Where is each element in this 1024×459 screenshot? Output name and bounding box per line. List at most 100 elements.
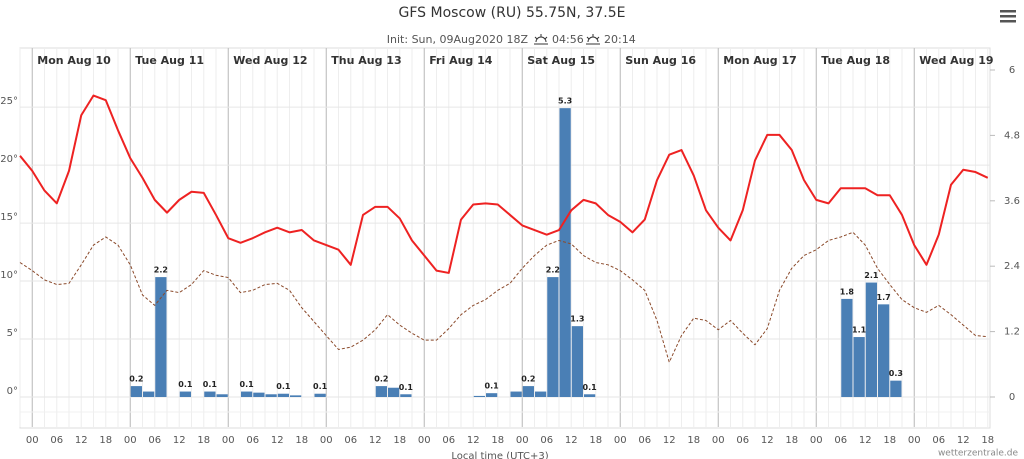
x-tick-label: 12 bbox=[467, 435, 480, 446]
y-tick-label: 25° bbox=[0, 96, 18, 107]
bar-value-label: 0.1 bbox=[178, 380, 193, 389]
bar-value-label: 0.1 bbox=[203, 380, 218, 389]
x-tick-label: 18 bbox=[981, 435, 994, 446]
precip-bar bbox=[559, 108, 571, 398]
precip-bar bbox=[290, 395, 302, 397]
x-tick-label: 18 bbox=[589, 435, 602, 446]
bar-value-label: 0.1 bbox=[583, 383, 598, 392]
x-tick-label: 18 bbox=[491, 435, 504, 446]
precip-bar bbox=[510, 391, 522, 397]
day-label: Tue Aug 18 bbox=[821, 54, 890, 67]
precip-bar bbox=[155, 277, 167, 397]
bar-value-label: 0.1 bbox=[313, 382, 328, 391]
bar-value-label: 1.3 bbox=[570, 315, 584, 324]
x-tick-label: 18 bbox=[883, 435, 896, 446]
x-tick-label: 12 bbox=[663, 435, 676, 446]
precip-bar bbox=[375, 386, 387, 397]
day-label: Mon Aug 10 bbox=[37, 54, 111, 67]
precip-bar bbox=[388, 387, 400, 397]
precip-bar bbox=[216, 394, 228, 397]
bar-value-label: 0.1 bbox=[240, 380, 255, 389]
precip-bar bbox=[143, 391, 155, 397]
x-tick-label: 12 bbox=[271, 435, 284, 446]
precip-bar bbox=[253, 392, 265, 397]
bar-value-label: 0.3 bbox=[889, 369, 903, 378]
precip-bar bbox=[277, 393, 289, 397]
x-tick-label: 18 bbox=[295, 435, 308, 446]
x-tick-label: 12 bbox=[75, 435, 88, 446]
day-label: Thu Aug 13 bbox=[331, 54, 401, 67]
chart-title: GFS Moscow (RU) 55.75N, 37.5E bbox=[399, 5, 626, 21]
y-tick-label: 20° bbox=[0, 154, 18, 165]
day-label: Mon Aug 17 bbox=[723, 54, 797, 67]
precip-bar bbox=[547, 277, 559, 397]
bar-value-label: 0.1 bbox=[276, 382, 291, 391]
temperature-line bbox=[19, 94, 989, 274]
x-tick-label: 18 bbox=[393, 435, 406, 446]
sunset-icon bbox=[586, 34, 600, 45]
precip-bar bbox=[130, 386, 142, 397]
sunrise-time: 04:56 bbox=[552, 33, 584, 46]
precip-bar bbox=[890, 380, 902, 397]
bar-value-label: 1.1 bbox=[852, 326, 867, 335]
x-tick-label: 06 bbox=[540, 435, 553, 446]
day-label: Sat Aug 15 bbox=[527, 54, 595, 67]
bar-value-label: 0.1 bbox=[399, 383, 414, 392]
precip-bar bbox=[571, 326, 583, 397]
y2-tick-label: 6 bbox=[1009, 65, 1015, 76]
precip-bar bbox=[265, 394, 277, 397]
y2-tick-label: 0 bbox=[1009, 392, 1015, 403]
x-tick-label: 18 bbox=[785, 435, 798, 446]
x-axis-title: Local time (UTC+3) bbox=[451, 451, 548, 459]
bar-value-label: 0.2 bbox=[521, 375, 535, 384]
x-tick-label: 12 bbox=[957, 435, 970, 446]
day-label: Tue Aug 11 bbox=[135, 54, 204, 67]
y-tick-label: 10° bbox=[0, 270, 18, 281]
x-tick-label: 06 bbox=[736, 435, 749, 446]
bar-value-label: 2.2 bbox=[154, 266, 168, 275]
x-tick-label: 00 bbox=[222, 435, 235, 446]
precip-bar bbox=[314, 393, 326, 397]
x-tick-label: 06 bbox=[638, 435, 651, 446]
y-tick-label: 5° bbox=[7, 328, 18, 339]
bar-value-label: 5.3 bbox=[558, 97, 572, 106]
x-tick-label: 12 bbox=[565, 435, 578, 446]
precip-bar bbox=[204, 391, 216, 397]
menu-button[interactable] bbox=[1000, 10, 1016, 23]
x-tick-label: 18 bbox=[99, 435, 112, 446]
precip-bar bbox=[473, 395, 485, 397]
x-tick-label: 18 bbox=[197, 435, 210, 446]
bar-value-label: 0.1 bbox=[485, 382, 500, 391]
bar-value-label: 0.2 bbox=[129, 375, 143, 384]
precip-bar bbox=[522, 386, 534, 397]
x-tick-label: 00 bbox=[908, 435, 921, 446]
x-tick-label: 12 bbox=[859, 435, 872, 446]
bar-value-label: 1.8 bbox=[840, 287, 855, 296]
bar-value-label: 2.2 bbox=[546, 266, 560, 275]
init-time: Init: Sun, 09Aug2020 18Z bbox=[387, 33, 529, 46]
sunset-time: 20:14 bbox=[604, 33, 636, 46]
bar-value-label: 1.7 bbox=[877, 293, 891, 302]
x-tick-label: 00 bbox=[124, 435, 137, 446]
x-tick-label: 00 bbox=[516, 435, 529, 446]
bar-value-label: 2.1 bbox=[864, 271, 879, 280]
credit: wetterzentrale.de bbox=[938, 449, 1019, 459]
x-tick-label: 00 bbox=[26, 435, 39, 446]
x-tick-label: 00 bbox=[320, 435, 333, 446]
day-label: Wed Aug 19 bbox=[919, 54, 993, 67]
y-tick-label: 15° bbox=[0, 212, 18, 223]
precip-bar bbox=[841, 298, 853, 397]
x-tick-label: 00 bbox=[614, 435, 627, 446]
day-label: Wed Aug 12 bbox=[233, 54, 307, 67]
x-tick-label: 06 bbox=[246, 435, 259, 446]
x-tick-label: 06 bbox=[442, 435, 455, 446]
precip-bar bbox=[400, 394, 412, 397]
y2-tick-label: 2.4 bbox=[1004, 261, 1020, 272]
precip-bar bbox=[179, 391, 191, 397]
y2-tick-label: 1.2 bbox=[1004, 327, 1020, 338]
y2-tick-label: 3.6 bbox=[1004, 196, 1020, 207]
x-tick-label: 06 bbox=[834, 435, 847, 446]
day-label: Sun Aug 16 bbox=[625, 54, 696, 67]
